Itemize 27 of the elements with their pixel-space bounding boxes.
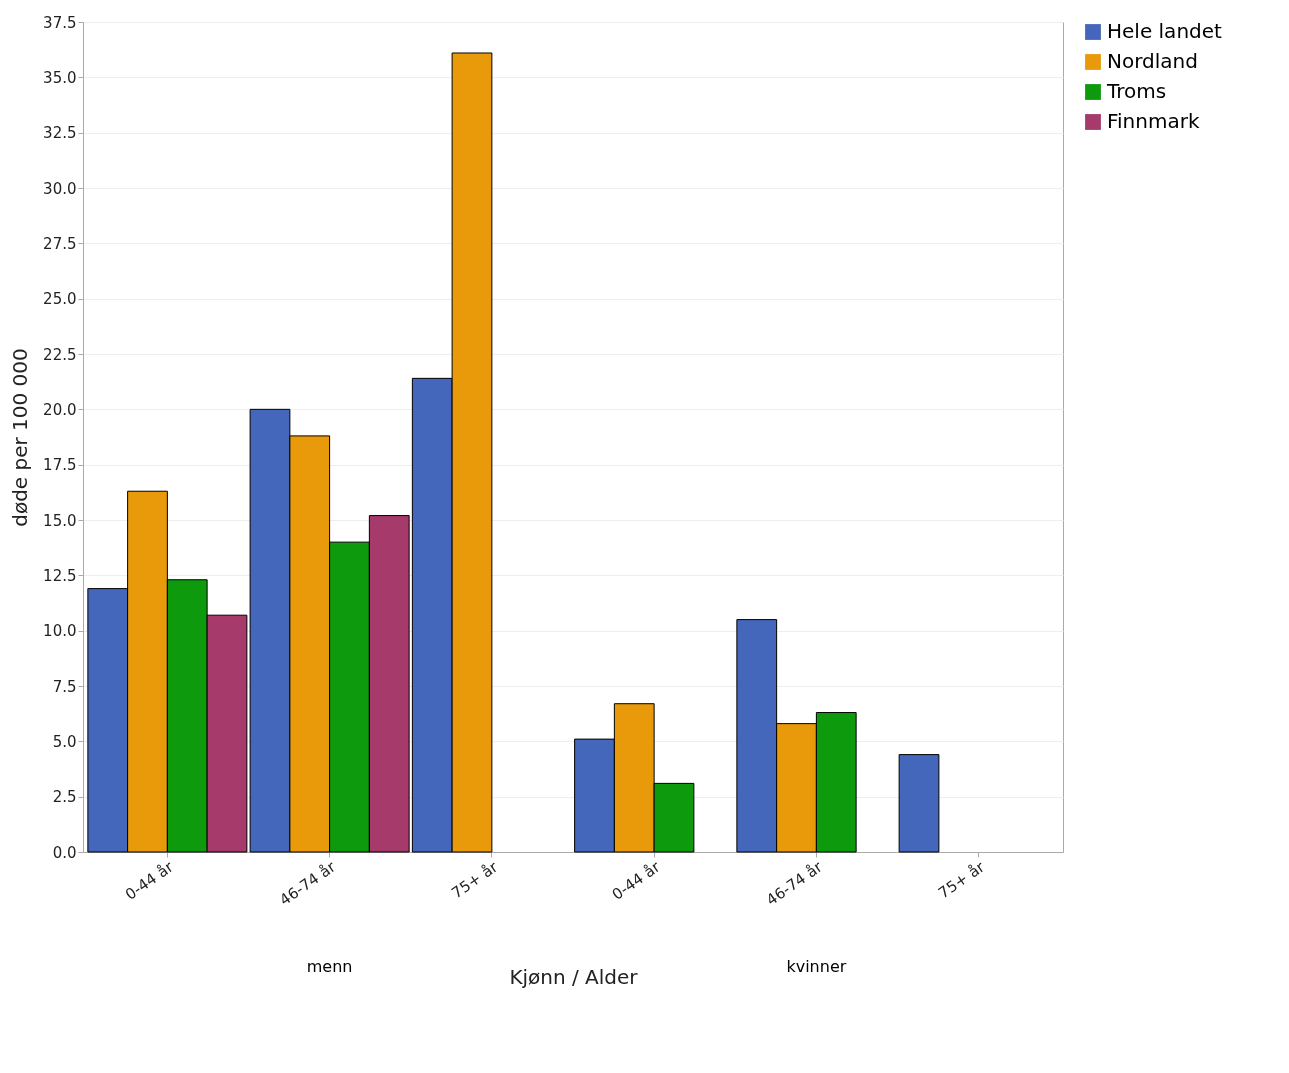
y-tick-label: 7.5 (52, 677, 77, 696)
y-tick-label: 12.5 (43, 566, 77, 585)
y-tick-label: 5.0 (52, 732, 77, 751)
y-tick-label: 15.0 (43, 511, 77, 530)
y-tick-label: 2.5 (52, 788, 77, 807)
y-tick-label: 22.5 (43, 345, 77, 364)
legend-label: Hele landet (1107, 19, 1223, 43)
text: menn (306, 957, 353, 976)
y-tick-label: 27.5 (43, 234, 77, 253)
y-tick-label: 20.0 (43, 400, 77, 419)
y-tick-label: 10.0 (43, 622, 77, 641)
y-tick-label: 0.0 (52, 843, 77, 862)
y-tick-label: 35.0 (43, 68, 77, 87)
legend-label: Troms (1106, 79, 1167, 103)
legend-label: Finnmark (1107, 109, 1200, 133)
x-axis-title: Kjønn / Alder (509, 965, 639, 990)
x-tick-label: 75+ år (448, 857, 502, 903)
y-tick-label: 17.5 (43, 456, 77, 475)
y-tick-label: 30.0 (43, 179, 77, 198)
bar (898, 754, 940, 853)
y-tick-label: 37.5 (43, 13, 77, 32)
y-tick-label: 32.5 (43, 124, 77, 143)
text: kvinner (786, 957, 847, 976)
y-tick-label: 25.0 (43, 290, 77, 309)
x-tick-label: 75+ år (935, 857, 989, 903)
legend-label: Nordland (1107, 49, 1198, 73)
y-axis-title: døde per 100 000 (8, 348, 33, 527)
